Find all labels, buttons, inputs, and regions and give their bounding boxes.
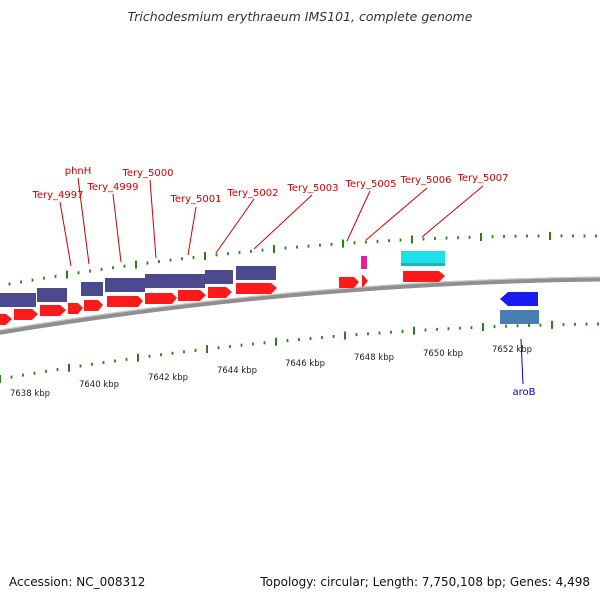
gene-arrow[interactable] xyxy=(178,290,206,301)
kbp-label: 7650 kbp xyxy=(423,349,463,359)
gene-labels-top: Tery_4997 phnH Tery_4999 Tery_5000 Tery_5001… xyxy=(31,166,508,205)
genome-stats-text: Topology: circular; Length: 7,750,108 bp… xyxy=(260,575,590,589)
top-leader-lines xyxy=(59,177,484,267)
gene-arrow[interactable] xyxy=(362,275,368,287)
reverse-cds-block[interactable] xyxy=(500,310,539,324)
cds-block[interactable] xyxy=(145,274,205,288)
outer-tick-track xyxy=(8,231,597,286)
inner-tick-track xyxy=(0,320,599,383)
kbp-label: 7638 kbp xyxy=(10,389,50,399)
kbp-label: 7648 kbp xyxy=(354,353,394,363)
genome-backbone xyxy=(0,276,600,335)
rna-feature[interactable] xyxy=(361,256,367,269)
gene-arrow[interactable] xyxy=(107,296,143,307)
cds-block[interactable] xyxy=(105,278,145,292)
cds-block[interactable] xyxy=(81,282,103,296)
kbp-labels: 7638 kbp 7640 kbp 7642 kbp 7644 kbp 7646 kbp… xyxy=(10,345,532,399)
kbp-label: 7646 kbp xyxy=(285,359,325,369)
gene-arrow[interactable] xyxy=(403,271,445,282)
accession-text: Accession: NC_008312 xyxy=(9,575,146,589)
kbp-label: 7652 kbp xyxy=(492,345,532,355)
forward-gene-track xyxy=(0,271,445,325)
gene-label[interactable]: Tery_5000 xyxy=(121,168,173,179)
gene-label[interactable]: aroB xyxy=(513,387,536,398)
pseudo-feature-shade xyxy=(401,263,445,266)
gene-label[interactable]: Tery_5005 xyxy=(344,179,396,190)
gene-arrow[interactable] xyxy=(14,309,38,320)
pseudo-feature[interactable] xyxy=(401,251,445,266)
gene-arrow[interactable] xyxy=(0,314,12,325)
gene-arrow[interactable] xyxy=(145,293,177,304)
gene-arrow[interactable] xyxy=(208,287,232,298)
kbp-label: 7642 kbp xyxy=(148,373,188,383)
kbp-label: 7644 kbp xyxy=(217,366,257,376)
gene-arrow[interactable] xyxy=(236,283,277,294)
gene-label[interactable]: Tery_4999 xyxy=(86,182,138,193)
gene-arrow[interactable] xyxy=(339,277,359,288)
cds-block[interactable] xyxy=(205,270,233,284)
gene-label[interactable]: Tery_5003 xyxy=(286,183,338,194)
gene-arrow[interactable] xyxy=(40,305,66,316)
gene-label[interactable]: Tery_5007 xyxy=(456,173,508,184)
reverse-gene-arrow[interactable] xyxy=(500,292,538,306)
gene-label[interactable]: Tery_5001 xyxy=(169,194,221,205)
kbp-label: 7640 kbp xyxy=(79,380,119,390)
genome-backbone-highlight xyxy=(0,276,600,331)
gene-label[interactable]: Tery_5002 xyxy=(226,188,278,199)
cds-block[interactable] xyxy=(236,266,276,280)
gene-arrow[interactable] xyxy=(84,300,103,311)
cds-block[interactable] xyxy=(37,288,67,302)
gene-label[interactable]: phnH xyxy=(65,166,92,177)
cds-block[interactable] xyxy=(0,293,36,307)
bottom-leader-line xyxy=(520,338,524,385)
cds-track xyxy=(0,266,276,307)
gene-arrow[interactable] xyxy=(68,303,83,314)
map-title: Trichodesmium erythraeum IMS101, complet… xyxy=(127,9,473,24)
gene-label[interactable]: Tery_5006 xyxy=(399,175,451,186)
gene-label[interactable]: Tery_4997 xyxy=(31,190,83,201)
